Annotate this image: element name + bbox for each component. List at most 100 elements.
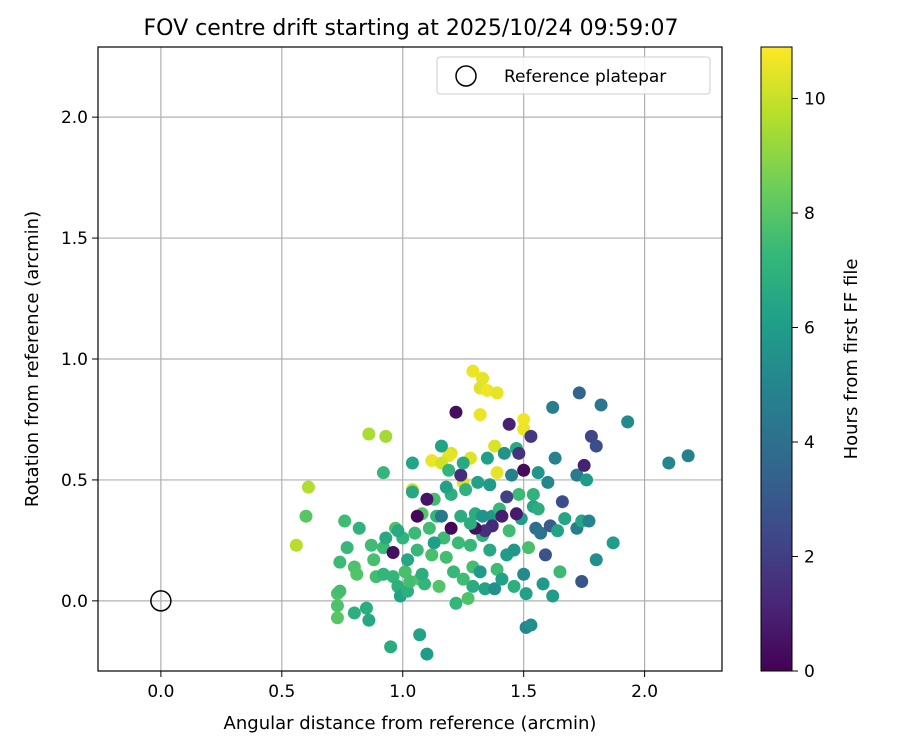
data-point — [505, 468, 519, 482]
data-point — [507, 543, 521, 557]
data-point — [572, 386, 586, 400]
data-point — [681, 449, 695, 463]
data-point — [456, 572, 470, 586]
data-point — [347, 606, 361, 620]
y-tick-label: 1.5 — [61, 229, 88, 249]
data-point — [350, 567, 364, 581]
data-point — [575, 575, 589, 589]
data-point — [410, 509, 424, 523]
data-point — [500, 490, 514, 504]
data-point — [534, 526, 548, 540]
data-point — [546, 400, 560, 414]
data-point — [490, 562, 504, 576]
data-point — [517, 567, 531, 581]
data-point — [439, 480, 453, 494]
legend: Reference platepar — [436, 56, 711, 95]
data-point — [466, 364, 480, 378]
x-tick-label: 1.5 — [510, 682, 537, 702]
data-point — [333, 584, 347, 598]
data-point — [551, 524, 565, 538]
x-tick-label: 0.0 — [147, 682, 174, 702]
data-point — [427, 536, 441, 550]
y-tick-label: 0.5 — [61, 471, 88, 491]
colorbar-ticks: 0 2 4 6 8 10 — [792, 90, 826, 682]
data-point — [461, 591, 475, 605]
grid — [98, 47, 722, 671]
data-point — [444, 521, 458, 535]
data-point — [476, 509, 490, 523]
data-point — [447, 565, 461, 579]
y-axis-ticks: 0.0 0.5 1.0 1.5 2.0 — [61, 108, 98, 612]
data-point — [519, 587, 533, 601]
data-point — [301, 480, 315, 494]
data-point — [594, 398, 608, 412]
data-point — [502, 524, 516, 538]
data-point — [488, 582, 502, 596]
data-point — [548, 451, 562, 465]
legend-label: Reference platepar — [504, 67, 666, 87]
data-point — [352, 521, 366, 535]
data-point — [432, 579, 446, 593]
x-tick-label: 0.5 — [268, 682, 295, 702]
colorbar-tick-label: 10 — [804, 90, 826, 110]
data-point — [558, 512, 572, 526]
data-point — [376, 466, 390, 480]
data-point — [490, 466, 504, 480]
data-point — [384, 640, 398, 654]
colorbar-gradient — [761, 47, 792, 671]
reference-point-marker — [150, 590, 172, 612]
data-point — [333, 555, 347, 569]
data-point — [541, 475, 555, 489]
data-point — [454, 509, 468, 523]
x-tick-label: 1.0 — [389, 682, 416, 702]
data-point — [512, 446, 526, 460]
data-point — [330, 599, 344, 613]
data-point — [606, 536, 620, 550]
x-axis-title: Angular distance from reference (arcmin) — [224, 713, 597, 734]
data-point — [454, 468, 468, 482]
data-point — [582, 514, 596, 528]
x-tick-label: 2.0 — [631, 682, 658, 702]
colorbar-tick-label: 6 — [804, 319, 815, 339]
data-point — [473, 565, 487, 579]
data-point — [531, 502, 545, 516]
data-point — [420, 492, 434, 506]
data-point — [483, 478, 497, 492]
data-point — [401, 553, 415, 567]
data-point — [589, 439, 603, 453]
reference-layer — [150, 590, 172, 612]
data-point — [463, 516, 477, 530]
colorbar-tick-label: 8 — [804, 204, 815, 224]
data-point — [495, 572, 509, 586]
data-point — [362, 613, 376, 627]
data-point — [379, 531, 393, 545]
data-point — [526, 487, 540, 501]
data-point — [546, 589, 560, 603]
data-point — [570, 468, 584, 482]
data-point — [577, 458, 591, 472]
y-tick-label: 1.0 — [61, 350, 88, 370]
data-point — [449, 405, 463, 419]
data-point — [449, 596, 463, 610]
data-point — [480, 451, 494, 465]
data-point — [386, 545, 400, 559]
data-point — [340, 541, 354, 555]
data-point — [456, 456, 470, 470]
data-point — [507, 579, 521, 593]
data-point — [434, 439, 448, 453]
data-point — [466, 579, 480, 593]
data-point — [553, 565, 567, 579]
data-point — [405, 456, 419, 470]
data-point — [517, 412, 531, 426]
data-point — [434, 509, 448, 523]
data-point — [364, 538, 378, 552]
data-point — [483, 543, 497, 557]
data-point — [502, 417, 516, 431]
data-point — [442, 463, 456, 477]
data-point — [524, 429, 538, 443]
colorbar-title: Hours from first FF file — [841, 259, 862, 460]
data-point — [391, 524, 405, 538]
data-point — [367, 553, 381, 567]
y-tick-label: 2.0 — [61, 108, 88, 128]
y-tick-label: 0.0 — [61, 592, 88, 612]
